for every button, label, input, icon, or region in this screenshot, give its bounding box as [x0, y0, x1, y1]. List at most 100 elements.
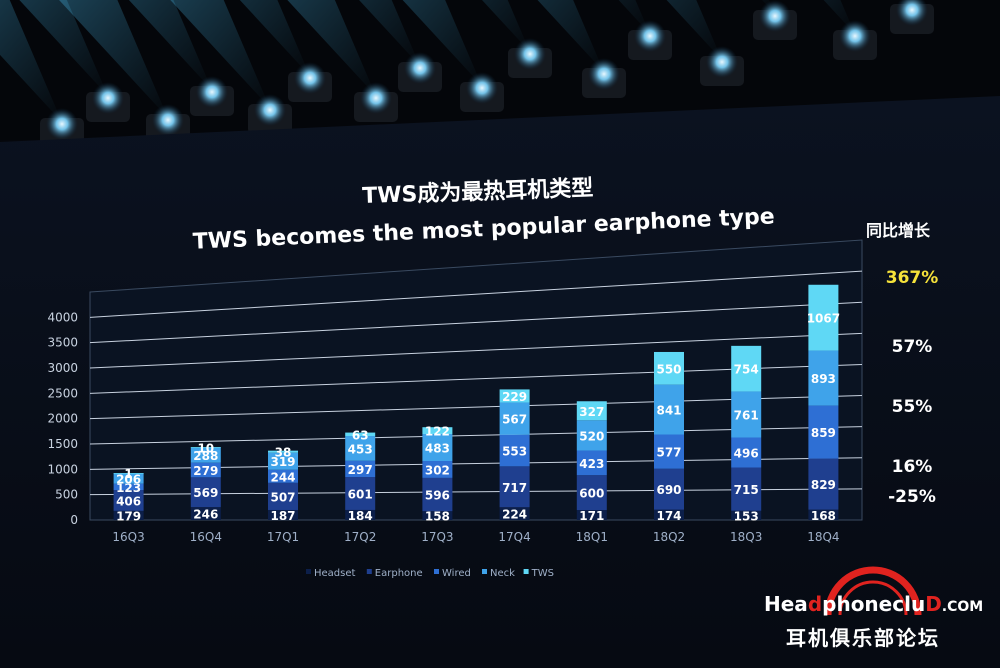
brand-part: Hea	[764, 592, 808, 616]
spotlight-icon	[588, 58, 620, 90]
brand-part: phoneclu	[822, 592, 926, 616]
growth-value: -25%	[888, 487, 936, 507]
bar-segment-earphone	[113, 490, 144, 511]
data-label: 302	[425, 463, 450, 477]
bar-segment-neck	[190, 447, 221, 463]
spotlight-icon	[404, 52, 436, 84]
data-label: 841	[656, 404, 681, 418]
x-tick-label: 16Q4	[190, 530, 222, 544]
y-tick-label: 1000	[47, 462, 78, 476]
bar-segment-neck	[808, 350, 839, 406]
bar-segment-neck	[499, 402, 530, 435]
data-label: 567	[502, 413, 527, 427]
watermark-brand: HeadphonecluD.COM	[764, 592, 983, 616]
bar-segment-headset	[499, 507, 530, 520]
bar-segment-neck	[576, 420, 607, 451]
light-beam	[128, 0, 212, 90]
y-tick-label: 2000	[47, 412, 78, 426]
light-beam	[59, 0, 168, 118]
bar-segment-earphone	[499, 466, 530, 508]
y-tick-label: 0	[70, 513, 78, 527]
data-label: 569	[193, 486, 218, 500]
bar-segment-tws	[808, 284, 839, 351]
bar-segment-tws	[499, 389, 530, 403]
legend-swatch	[306, 569, 311, 574]
bar-segment-headset	[422, 511, 453, 520]
bar-segment-tws	[422, 427, 453, 435]
light-beam	[19, 0, 108, 96]
data-label: 715	[734, 483, 759, 497]
growth-value: 367%	[886, 268, 939, 288]
bar-segment-wired	[113, 483, 144, 491]
bar-segment-tws	[345, 432, 376, 437]
gridline	[89, 301, 863, 344]
legend-label: Headset	[314, 568, 356, 579]
y-tick-label: 4000	[47, 310, 78, 324]
data-label: 859	[811, 426, 836, 440]
y-axis-ticks: 0 500 1000 1500 2000 2500 3000 3500 4000	[47, 310, 78, 527]
spotlight-icon	[46, 108, 78, 140]
x-tick-label: 18Q2	[653, 530, 685, 544]
bar-segment-neck	[268, 452, 298, 470]
data-label: 174	[656, 509, 681, 523]
data-label: 224	[502, 508, 527, 522]
headphone-logo-icon	[824, 566, 922, 616]
light-beam	[287, 0, 376, 96]
spotlight-icon	[634, 20, 666, 52]
data-label: 187	[270, 509, 295, 523]
bar-segment-tws	[576, 401, 607, 421]
data-label: 10	[197, 441, 214, 455]
bar-segment-wired	[345, 460, 376, 478]
data-label: 38	[275, 446, 292, 460]
bar-segment-earphone	[654, 468, 684, 510]
data-label: 206	[116, 472, 141, 486]
bar-segment-headset	[345, 509, 376, 520]
bar-segment-headset	[808, 509, 839, 520]
light-beam	[482, 0, 530, 52]
spotlight-icon	[759, 0, 791, 32]
legend-label: Earphone	[375, 568, 423, 579]
bar-segment-neck	[113, 473, 144, 484]
spotlight-icon	[360, 82, 392, 114]
data-label: 171	[579, 509, 604, 523]
bar-segment-neck	[654, 384, 684, 435]
y-tick-label: 500	[55, 488, 78, 502]
data-label: 1067	[807, 312, 840, 326]
data-label: 717	[502, 481, 527, 495]
gridline	[89, 332, 863, 369]
data-label: 550	[656, 362, 681, 376]
light-beam	[239, 0, 310, 76]
bar-segment-earphone	[731, 467, 762, 511]
growth-value: 16%	[892, 457, 933, 477]
bar-segment-wired	[731, 437, 762, 468]
brand-part-accent: D	[925, 592, 942, 616]
bar-segment-wired	[808, 405, 839, 459]
data-label: 123	[116, 481, 141, 495]
bar-segment-headset	[268, 509, 298, 520]
data-label: 893	[811, 372, 836, 386]
x-tick-label: 18Q1	[576, 530, 608, 544]
spotlight-icon	[196, 76, 228, 108]
bar-segment-earphone	[345, 477, 376, 510]
data-label: 406	[116, 494, 141, 508]
bar-segment-tws	[654, 351, 684, 385]
bar-segment-neck	[345, 436, 376, 461]
gridline	[89, 270, 863, 318]
bar-segment-wired	[422, 461, 453, 478]
data-label: 829	[811, 478, 836, 492]
spotlight-icon	[896, 0, 928, 26]
bar-segment-wired	[268, 469, 298, 483]
data-label: 596	[425, 489, 450, 503]
y-tick-label: 1500	[47, 437, 78, 451]
bar-segment-tws	[113, 473, 144, 474]
data-label: 63	[352, 428, 369, 442]
data-label: 553	[502, 445, 527, 459]
bar-segment-earphone	[808, 458, 839, 510]
light-beam	[402, 0, 482, 86]
data-label: 288	[193, 449, 218, 463]
data-label: 179	[116, 509, 141, 523]
spotlight-icon	[294, 62, 326, 94]
stage-lights	[40, 0, 934, 148]
bar-segment-tws	[731, 345, 762, 392]
